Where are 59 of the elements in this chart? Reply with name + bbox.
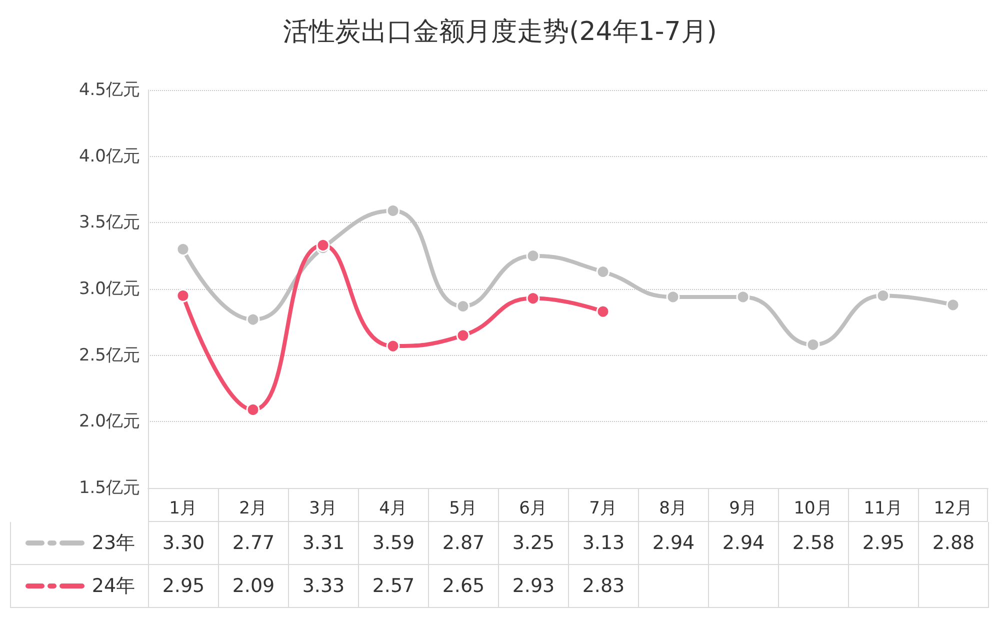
y-tick-label: 3.5亿元 bbox=[78, 212, 140, 233]
x-tick-label: 10月 bbox=[794, 498, 832, 518]
data-label: 2.95 bbox=[149, 565, 219, 608]
point bbox=[946, 298, 960, 312]
data-label: 2.57 bbox=[359, 565, 429, 608]
y-tick-label: 1.5亿元 bbox=[78, 478, 140, 498]
data-label: 2.88 bbox=[919, 522, 989, 565]
point bbox=[316, 238, 330, 252]
point bbox=[176, 288, 190, 302]
data-label: 3.31 bbox=[289, 522, 359, 565]
point bbox=[526, 292, 540, 306]
x-tick-label: 7月 bbox=[589, 498, 617, 518]
y-tick-label: 3.0亿元 bbox=[78, 279, 140, 299]
point bbox=[176, 242, 190, 256]
data-label: 3.25 bbox=[499, 522, 569, 565]
y-tick-label: 4.5亿元 bbox=[78, 80, 140, 100]
point bbox=[666, 290, 680, 304]
x-tick-label: 12月 bbox=[934, 498, 972, 518]
point bbox=[876, 288, 890, 302]
x-tick-label: 3月 bbox=[309, 498, 337, 518]
x-tick-label: 11月 bbox=[864, 498, 902, 518]
x-tick-label: 5月 bbox=[449, 498, 477, 518]
data-label: 2.94 bbox=[639, 522, 709, 565]
x-tick-label: 9月 bbox=[729, 498, 757, 518]
data-label: 2.09 bbox=[219, 565, 289, 608]
legend-label: 23年 bbox=[92, 531, 136, 556]
y-tick-label: 2.0亿元 bbox=[78, 412, 140, 432]
point bbox=[736, 290, 750, 304]
y-tick-label: 4.0亿元 bbox=[78, 146, 140, 166]
data-label: 2.95 bbox=[849, 522, 919, 565]
data-label: 3.59 bbox=[359, 522, 429, 565]
point bbox=[526, 249, 540, 263]
data-label: 3.30 bbox=[149, 522, 219, 565]
point bbox=[596, 265, 610, 278]
point bbox=[246, 402, 260, 416]
point bbox=[386, 339, 400, 353]
x-tick-label: 6月 bbox=[519, 498, 547, 518]
y-tick-label: 2.5亿元 bbox=[78, 345, 140, 366]
data-label: 2.83 bbox=[569, 565, 639, 608]
x-tick-label: 1月 bbox=[169, 498, 197, 518]
data-label: 2.65 bbox=[429, 565, 499, 608]
point bbox=[386, 204, 400, 218]
data-label: 3.33 bbox=[289, 565, 359, 608]
data-label: 2.94 bbox=[709, 522, 779, 565]
data-label: 2.77 bbox=[219, 522, 289, 565]
legend-label: 24年 bbox=[92, 574, 136, 599]
point bbox=[806, 338, 820, 352]
data-label: 2.87 bbox=[429, 522, 499, 565]
point bbox=[456, 328, 470, 342]
data-label: 2.93 bbox=[499, 565, 569, 608]
data-label: 3.13 bbox=[569, 522, 639, 565]
point bbox=[456, 300, 470, 313]
x-tick-label: 2月 bbox=[239, 498, 267, 518]
data-label: 2.58 bbox=[779, 522, 849, 565]
chart-title: 活性炭出口金额月度走势(24年1-7月) bbox=[283, 17, 717, 47]
x-tick-label: 8月 bbox=[659, 498, 687, 518]
point bbox=[596, 304, 610, 318]
point bbox=[246, 312, 260, 326]
x-tick-label: 4月 bbox=[379, 498, 407, 518]
